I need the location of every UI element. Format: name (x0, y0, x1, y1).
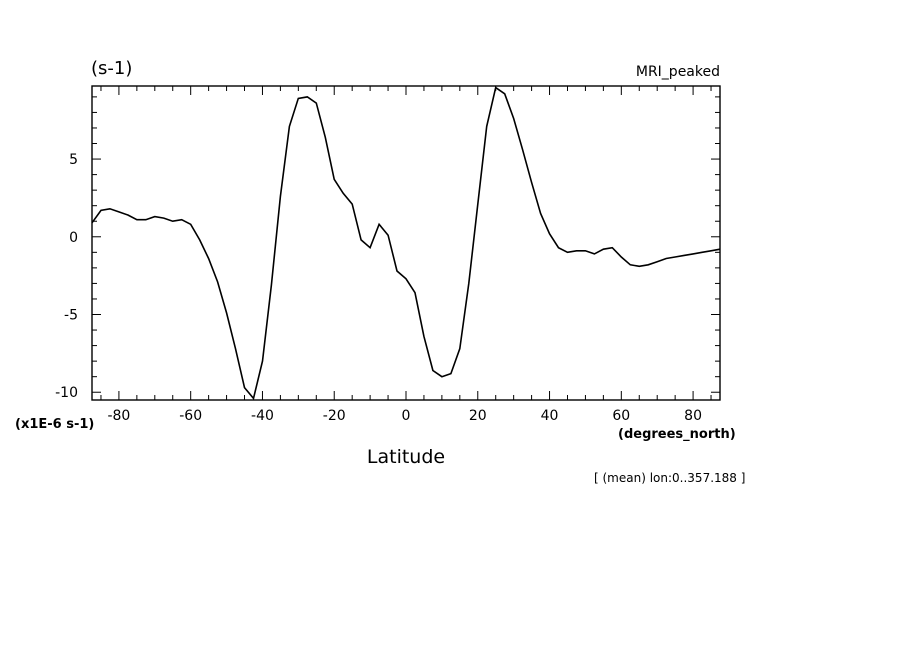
x-tick-label: 0 (402, 408, 411, 424)
y-tick-label: -10 (55, 385, 78, 401)
x-units-label: (degrees_north) (618, 427, 736, 442)
x-tick-label: 80 (684, 408, 702, 424)
y-tick-label: 0 (69, 230, 78, 246)
x-tick-label: -40 (251, 408, 274, 424)
x-tick-label: 60 (612, 408, 630, 424)
x-tick-label: 40 (541, 408, 559, 424)
dataset-label: MRI_peaked (636, 64, 720, 80)
plot-frame (91, 85, 721, 401)
series-line (91, 86, 721, 401)
x-axis-title: Latitude (367, 446, 445, 468)
y-tick-label: 5 (69, 152, 78, 168)
scale-label: (x1E-6 s-1) (15, 417, 94, 432)
y-tick-label: -5 (64, 308, 78, 324)
subtitle: [ (mean) lon:0..357.188 ] (594, 471, 745, 485)
x-tick-label: -20 (323, 408, 346, 424)
units-label: (s-1) (91, 58, 132, 79)
x-tick-label: 20 (469, 408, 487, 424)
axis-ticks (92, 86, 720, 400)
x-tick-label: -80 (107, 408, 130, 424)
x-tick-label: -60 (179, 408, 202, 424)
tick-labels: -80 -60 -40 -20 0 20 40 60 80 -10 -5 0 5 (55, 152, 702, 424)
